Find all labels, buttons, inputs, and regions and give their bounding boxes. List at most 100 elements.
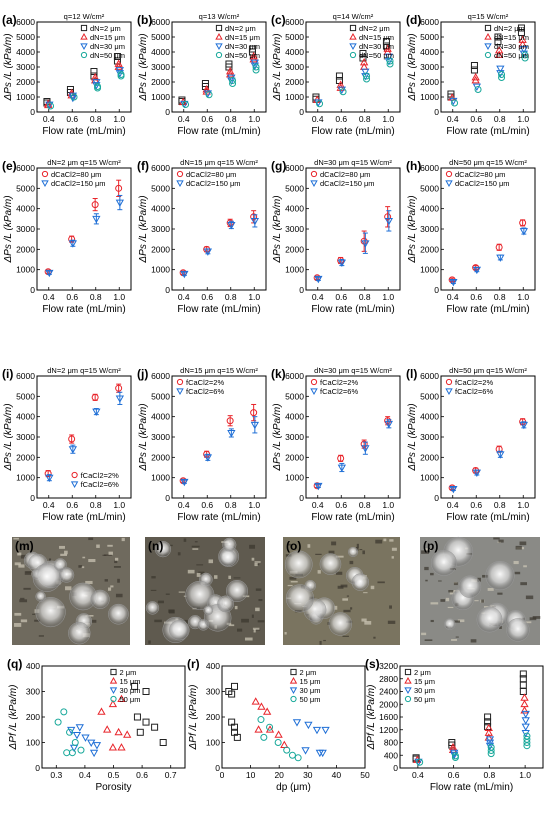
data-point bbox=[521, 723, 530, 732]
x-tick-label: 0.8 bbox=[90, 500, 102, 510]
photo-texture bbox=[85, 580, 93, 585]
chart-panels: 0.4 0.6 0.8 1.00100020003000400050006000Flo… bbox=[2, 12, 544, 793]
photo-texture bbox=[81, 566, 85, 569]
y-tick-label: 6000 bbox=[420, 163, 439, 173]
y-tick-label: 400 bbox=[26, 661, 40, 671]
x-tick-label: 0.4 bbox=[43, 114, 55, 124]
bubble bbox=[284, 550, 313, 579]
legend-entry: 2 μm bbox=[414, 668, 431, 677]
chart-panel-r: 0 10 20 30 40 50 0 100 200 300 400 dp (μm) ΔPf /L (k… bbox=[187, 657, 370, 793]
legend-entry: dN=2 μm bbox=[494, 24, 525, 33]
photo-texture bbox=[335, 571, 343, 575]
photo-texture bbox=[389, 539, 394, 542]
legend-marker bbox=[289, 676, 298, 684]
legend-entry: fCaCl2=2% bbox=[81, 471, 119, 480]
photo-texture bbox=[59, 545, 65, 549]
legend-marker bbox=[41, 170, 49, 178]
photo-texture bbox=[447, 606, 454, 609]
data-point bbox=[523, 739, 531, 746]
photo-texture bbox=[389, 605, 392, 609]
photo-texture bbox=[497, 592, 503, 595]
x-tick-label: 0.8 bbox=[90, 292, 102, 302]
photo-texture bbox=[82, 556, 86, 559]
data-point bbox=[92, 215, 101, 224]
y-tick-label: 1000 bbox=[16, 92, 35, 102]
data-point bbox=[250, 409, 258, 417]
bubble bbox=[506, 618, 530, 642]
data-point bbox=[47, 102, 55, 110]
photo-texture bbox=[453, 582, 458, 586]
photo-texture bbox=[487, 588, 494, 591]
y-axis-label: ΔPs /L (kPa/m) bbox=[138, 403, 149, 471]
x-tick-label: 0.6 bbox=[470, 500, 482, 510]
x-tick-label: 0.8 bbox=[225, 292, 237, 302]
x-axis-label: Flow rate (mL/min) bbox=[446, 512, 529, 523]
panel-label: (g) bbox=[271, 159, 286, 173]
photo-texture bbox=[346, 595, 350, 597]
photo-panel-p: (p) bbox=[420, 536, 541, 645]
data-point bbox=[496, 451, 505, 459]
x-tick-label: 0.8 bbox=[359, 500, 371, 510]
photo-texture bbox=[208, 559, 214, 564]
photo-texture bbox=[387, 620, 396, 624]
legend-entry: dN=50 μm bbox=[359, 51, 394, 60]
photo-texture bbox=[20, 597, 25, 600]
photo-texture bbox=[14, 623, 22, 627]
legend-marker bbox=[404, 695, 412, 703]
y-axis-label: ΔPs /L (kPa/m) bbox=[272, 403, 283, 471]
data-point bbox=[117, 72, 125, 80]
y-tick-label: 5000 bbox=[420, 183, 439, 193]
chart-panel-s: 0.4 0.6 0.8 1.0 0 400 800 1200 1600 2000 2400 2800 3… bbox=[365, 657, 544, 793]
y-axis-label: ΔPf /L (kPa/m) bbox=[8, 685, 19, 751]
legend-entry: dN=50 μm bbox=[494, 51, 529, 60]
data-point bbox=[484, 718, 492, 726]
data-point bbox=[113, 53, 121, 60]
legend-marker bbox=[41, 180, 49, 188]
data-point bbox=[117, 694, 126, 703]
y-tick-label: 5000 bbox=[285, 391, 304, 401]
data-point bbox=[383, 44, 392, 52]
data-point bbox=[133, 713, 141, 721]
x-tick-label: 0.4 bbox=[178, 500, 190, 510]
y-tick-label: 1000 bbox=[285, 265, 304, 275]
y-tick-label: 4000 bbox=[151, 47, 170, 57]
y-tick-label: 5000 bbox=[16, 32, 35, 42]
y-tick-label: 2000 bbox=[420, 452, 439, 462]
y-tick-label: 2000 bbox=[420, 77, 439, 87]
data-point bbox=[263, 707, 272, 715]
x-tick-label: 0.8 bbox=[494, 500, 506, 510]
photo-texture bbox=[23, 587, 31, 590]
photo-texture bbox=[88, 559, 96, 563]
data-point bbox=[360, 440, 368, 448]
x-axis-label: Flow rate (mL/min) bbox=[430, 782, 513, 793]
legend-marker bbox=[80, 51, 88, 59]
photo-texture bbox=[424, 548, 432, 551]
legend-entry: fCaCl2=2% bbox=[186, 378, 224, 387]
photo-texture bbox=[177, 552, 181, 556]
data-point bbox=[382, 38, 390, 45]
data-point bbox=[254, 725, 263, 733]
photo-texture bbox=[451, 639, 458, 641]
y-tick-label: 2000 bbox=[285, 244, 304, 254]
data-point bbox=[384, 417, 392, 425]
y-tick-label: 3000 bbox=[16, 62, 35, 72]
photo-texture bbox=[117, 578, 120, 583]
y-tick-label: 5000 bbox=[285, 32, 304, 42]
y-axis-label: ΔPs /L (kPa/m) bbox=[3, 195, 14, 263]
photo-texture bbox=[482, 574, 489, 578]
x-tick-label: 0.6 bbox=[201, 292, 213, 302]
data-point bbox=[252, 63, 260, 71]
photo-texture bbox=[315, 553, 322, 555]
photo-texture bbox=[198, 571, 205, 575]
y-tick-label: 100 bbox=[206, 738, 220, 748]
data-point bbox=[113, 57, 121, 65]
data-point bbox=[496, 254, 505, 262]
data-point bbox=[521, 717, 530, 725]
photo-texture bbox=[493, 537, 500, 540]
panel-label: (b) bbox=[137, 13, 152, 27]
y-tick-label: 3000 bbox=[16, 224, 35, 234]
data-point bbox=[68, 749, 76, 757]
data-point bbox=[92, 408, 101, 417]
data-point bbox=[252, 66, 260, 74]
data-point bbox=[384, 420, 394, 429]
